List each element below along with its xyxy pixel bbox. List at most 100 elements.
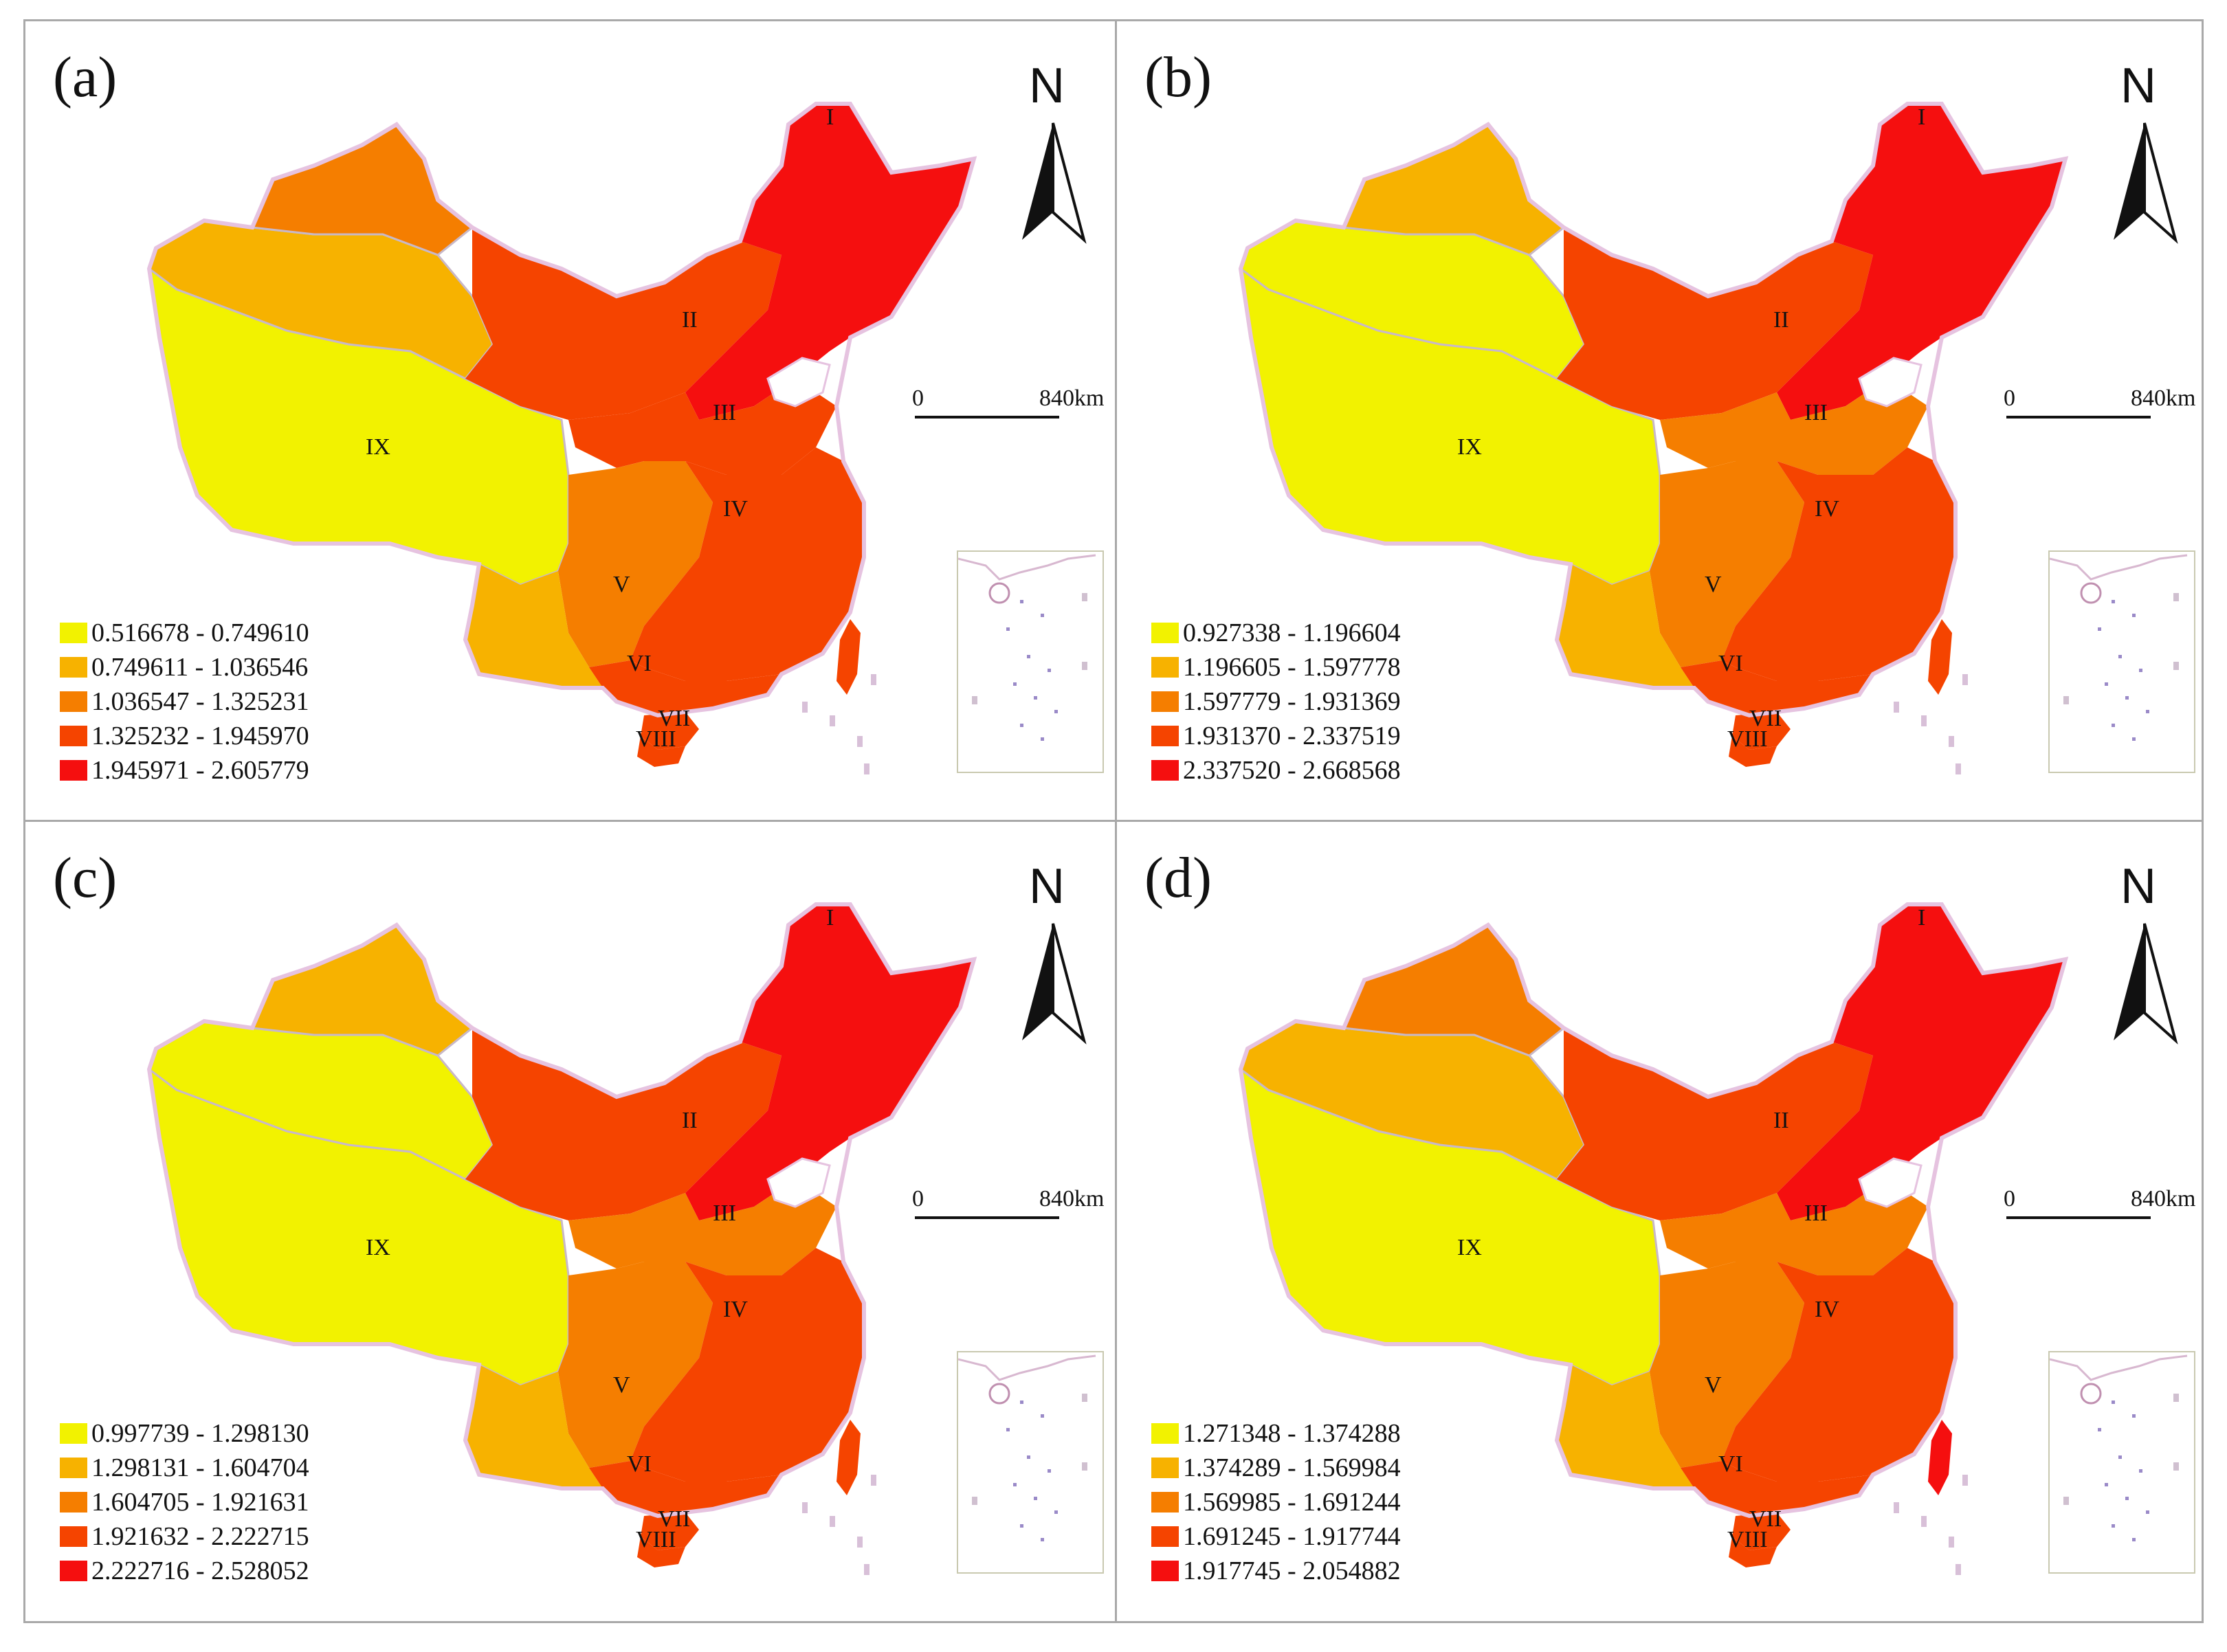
island-mark bbox=[1962, 1475, 1968, 1486]
map-panel-b: I II III IV V VI VII VIII IX (b) N 0 840km 0.927338 -… bbox=[1117, 21, 2208, 822]
legend-label: 0.516678 - 0.749610 bbox=[91, 618, 309, 647]
legend-item: 1.374289 - 1.569984 bbox=[1151, 1451, 1401, 1485]
scale-bar: 0 840km bbox=[912, 386, 1104, 420]
island-mark bbox=[1962, 674, 1968, 685]
south-china-sea-inset bbox=[957, 1351, 1104, 1574]
svg-text:N: N bbox=[1029, 58, 1065, 113]
panel-label: (a) bbox=[53, 45, 118, 109]
island-mark bbox=[1894, 1502, 1899, 1513]
region-tw bbox=[1928, 619, 1952, 695]
region-label-viii: VIII bbox=[1727, 1527, 1768, 1552]
legend-item: 1.298131 - 1.604704 bbox=[60, 1451, 309, 1485]
region-sw bbox=[465, 564, 603, 688]
region-iii bbox=[1660, 379, 1928, 475]
scale-bar: 0 840km bbox=[912, 1186, 1104, 1220]
region-i bbox=[685, 104, 974, 420]
legend-label: 1.036547 - 1.325231 bbox=[91, 687, 309, 716]
region-label-ix: IX bbox=[366, 434, 390, 460]
scale-start: 0 bbox=[912, 1186, 924, 1212]
island-mark bbox=[1921, 715, 1927, 726]
legend-swatch bbox=[1151, 623, 1179, 643]
island-mark bbox=[830, 1516, 835, 1527]
region-label-vii: VII bbox=[1749, 706, 1782, 731]
legend-swatch bbox=[1151, 1561, 1179, 1581]
island-mark bbox=[857, 1537, 863, 1548]
region-label-iii: III bbox=[713, 1201, 736, 1226]
island-mark bbox=[1955, 763, 1961, 774]
legend-label: 0.749611 - 1.036546 bbox=[91, 653, 309, 682]
legend-item: 0.927338 - 1.196604 bbox=[1151, 616, 1401, 650]
legend-label: 0.927338 - 1.196604 bbox=[1183, 618, 1401, 647]
region-label-i: I bbox=[1918, 905, 1925, 930]
legend-item: 1.271348 - 1.374288 bbox=[1151, 1416, 1401, 1451]
legend-label: 1.921632 - 2.222715 bbox=[91, 1522, 309, 1551]
north-arrow-icon: N bbox=[2100, 54, 2189, 250]
legend-swatch bbox=[1151, 760, 1179, 781]
region-sw bbox=[1557, 564, 1694, 688]
legend: 1.271348 - 1.374288 1.374289 - 1.569984 1.… bbox=[1151, 1416, 1401, 1588]
bohai-sea bbox=[1858, 1157, 1923, 1208]
legend-swatch bbox=[60, 1561, 87, 1581]
region-vii bbox=[641, 712, 699, 750]
region-v bbox=[558, 1262, 713, 1468]
legend-item: 1.945971 - 2.605779 bbox=[60, 753, 309, 788]
scale-end: 840km bbox=[2131, 1186, 2196, 1212]
panel-label: (b) bbox=[1144, 45, 1212, 109]
region-iv bbox=[630, 447, 864, 681]
island-mark bbox=[802, 1502, 808, 1513]
region-ii bbox=[1557, 227, 1873, 420]
region-label-ii: II bbox=[682, 1108, 698, 1133]
legend-label: 2.337520 - 2.668568 bbox=[1183, 756, 1401, 785]
legend-swatch bbox=[1151, 1423, 1179, 1444]
north-arrow-icon: N bbox=[2100, 855, 2189, 1051]
island-mark bbox=[1955, 1564, 1961, 1575]
island-mark bbox=[871, 674, 876, 685]
region-label-iv: IV bbox=[1815, 496, 1839, 522]
region-label-iv: IV bbox=[723, 496, 748, 522]
scale-start: 0 bbox=[912, 386, 924, 411]
legend-swatch bbox=[60, 760, 87, 781]
legend-label: 1.569985 - 1.691244 bbox=[1183, 1488, 1401, 1517]
legend-item: 0.749611 - 1.036546 bbox=[60, 650, 309, 684]
legend-swatch bbox=[1151, 1492, 1179, 1513]
legend-swatch bbox=[60, 623, 87, 643]
region-v bbox=[558, 461, 713, 667]
legend-swatch bbox=[60, 657, 87, 678]
region-label-viii: VIII bbox=[636, 726, 676, 752]
region-viii bbox=[637, 1537, 685, 1567]
island-mark bbox=[830, 715, 835, 726]
region-i bbox=[1777, 904, 2065, 1220]
legend-label: 1.691245 - 1.917744 bbox=[1183, 1522, 1401, 1551]
legend-label: 2.222716 - 2.528052 bbox=[91, 1556, 309, 1585]
legend-label: 1.604705 - 1.921631 bbox=[91, 1488, 309, 1517]
legend-item: 1.931370 - 2.337519 bbox=[1151, 719, 1401, 753]
country-outline bbox=[1238, 902, 2069, 1519]
scale-line bbox=[2006, 1216, 2151, 1219]
scale-bar: 0 840km bbox=[2004, 386, 2195, 420]
region-viii bbox=[637, 736, 685, 767]
legend-item: 1.569985 - 1.691244 bbox=[1151, 1485, 1401, 1519]
svg-text:N: N bbox=[2120, 58, 2156, 113]
legend-swatch bbox=[60, 1458, 87, 1478]
scale-end: 840km bbox=[2131, 386, 2196, 411]
region-label-iii: III bbox=[713, 400, 736, 425]
legend-label: 1.298131 - 1.604704 bbox=[91, 1453, 309, 1482]
legend-item: 1.691245 - 1.917744 bbox=[1151, 1519, 1401, 1554]
svg-text:N: N bbox=[2120, 859, 2156, 914]
region-label-vi: VI bbox=[627, 651, 652, 676]
region-iv bbox=[1722, 1248, 1955, 1482]
scale-end: 840km bbox=[1039, 386, 1105, 411]
region-label-ix: IX bbox=[366, 1235, 390, 1260]
region-label-ii: II bbox=[1773, 307, 1789, 333]
legend-swatch bbox=[60, 726, 87, 746]
country-outline bbox=[1238, 102, 2069, 718]
region-label-vi: VI bbox=[1718, 1451, 1743, 1477]
region-i bbox=[685, 904, 974, 1220]
region-ii bbox=[1557, 1028, 1873, 1220]
legend-item: 1.597779 - 1.931369 bbox=[1151, 684, 1401, 719]
legend-item: 1.036547 - 1.325231 bbox=[60, 684, 309, 719]
country-outline bbox=[146, 902, 977, 1519]
region-label-i: I bbox=[826, 104, 834, 130]
map-panel-c: I II III IV V VI VII VIII IX (c) N 0 840km 0.997739 -… bbox=[25, 822, 1117, 1622]
island-mark bbox=[1894, 702, 1899, 713]
